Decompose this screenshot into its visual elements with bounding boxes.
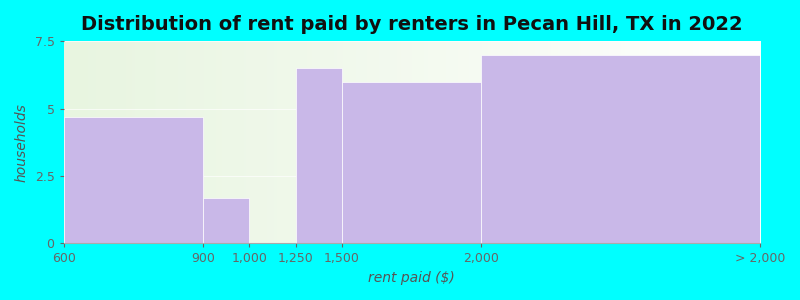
X-axis label: rent paid ($): rent paid ($) [368,271,455,285]
Title: Distribution of rent paid by renters in Pecan Hill, TX in 2022: Distribution of rent paid by renters in … [81,15,742,34]
Bar [296,68,342,243]
Bar [482,55,760,243]
Bar [63,117,203,243]
Bar [203,198,249,243]
Y-axis label: households: households [15,103,29,182]
Bar [342,82,482,243]
